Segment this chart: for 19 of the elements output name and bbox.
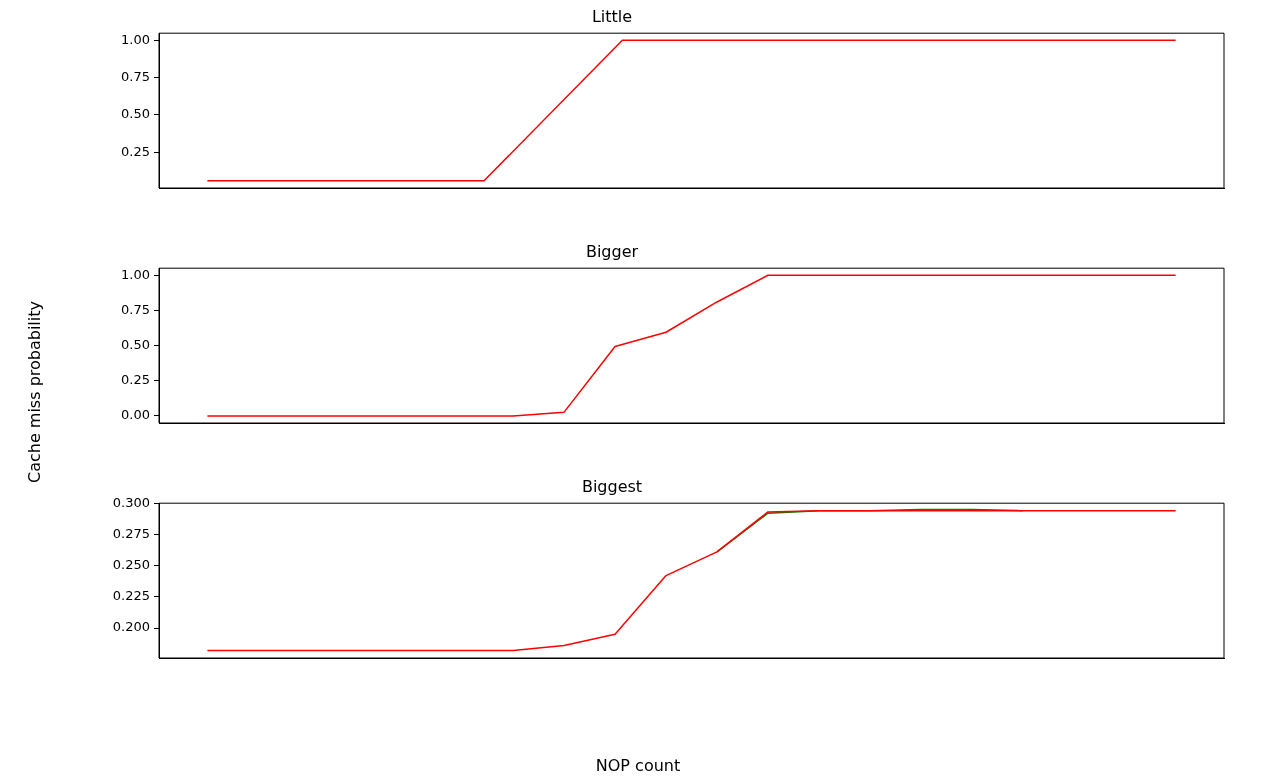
y-tick-label: 0.225 [112, 588, 150, 604]
y-tick-label: 0.275 [112, 525, 150, 541]
chart-title: Bigger [585, 241, 639, 261]
y-tick-label: 0.50 [121, 336, 150, 352]
x-axis-title: NOP count [595, 755, 681, 775]
y-tick-label: 0.50 [121, 106, 150, 122]
y-tick-label: 1.00 [121, 266, 150, 282]
y-tick-label: 0.200 [112, 619, 150, 635]
y-tick-label: 0.75 [121, 301, 150, 317]
chart-title: Little [591, 6, 633, 26]
y-tick-label: 0.00 [121, 407, 150, 423]
y-tick-label: 1.00 [121, 31, 150, 47]
chart-title: Biggest [581, 476, 643, 496]
y-tick-label: 0.75 [121, 68, 150, 84]
y-tick-label: 0.250 [112, 556, 150, 572]
y-axis-title: Cache miss probability [24, 301, 44, 483]
y-tick-label: 0.25 [121, 372, 150, 388]
y-tick-label: 0.25 [121, 143, 150, 159]
y-tick-label: 0.300 [112, 494, 150, 510]
